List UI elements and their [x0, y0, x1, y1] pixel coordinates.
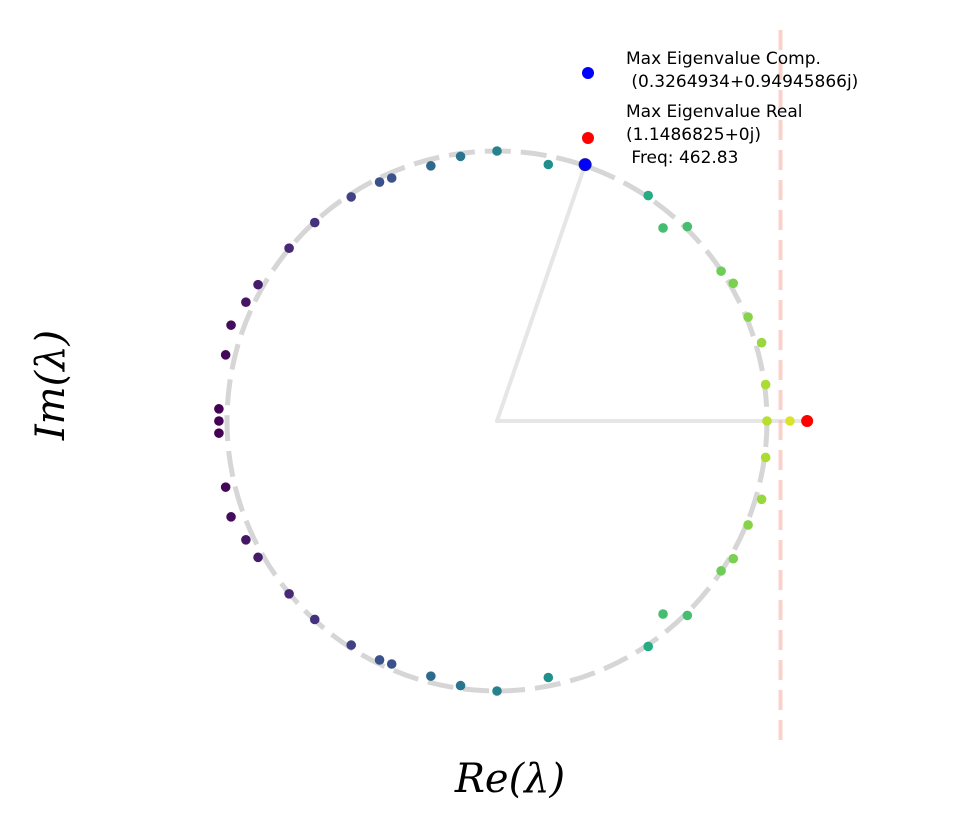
eigenvalue-point — [455, 680, 466, 691]
eigenvalue-point — [426, 161, 436, 171]
max-eigenvalue-complex-point — [578, 158, 592, 172]
legend: Max Eigenvalue Comp. (0.3264934+0.949458… — [582, 49, 858, 168]
eigenvalue-point — [643, 190, 653, 201]
eigenvalue-point — [426, 671, 436, 681]
eigenvalue-point — [543, 159, 554, 170]
eigenvalue-point — [284, 589, 294, 599]
eigenvalue-point — [346, 640, 357, 650]
eigenvalue-point — [762, 416, 772, 426]
max-complex-radius-line — [495, 162, 588, 423]
eigenvalue-point — [760, 452, 771, 463]
x-axis-label: Re(λ) — [454, 756, 565, 802]
eigenvalue-point — [241, 297, 251, 308]
eigenvalue-point — [728, 278, 739, 289]
eigenvalue-point — [658, 609, 668, 619]
legend-label-line: (0.3264934+0.94945866j) — [626, 72, 858, 92]
guide-lines-layer — [495, 30, 810, 740]
eigenvalue-point — [374, 655, 385, 665]
eigenvalue-points-layer — [214, 146, 814, 696]
legend-label-line: (1.1486825+0j) — [626, 125, 761, 145]
eigenvalue-point — [492, 686, 502, 696]
max-eigenvalue-real-point — [801, 415, 814, 427]
eigenvalue-point — [253, 279, 263, 290]
eigenvalue-point — [643, 641, 653, 652]
eigenvalue-point — [309, 614, 320, 625]
eigenvalue-point — [543, 672, 554, 683]
eigenvalue-point — [682, 221, 693, 232]
eigenvalue-point — [386, 173, 397, 183]
legend-label-line: Max Eigenvalue Real — [626, 102, 803, 122]
eigenvalue-point — [374, 177, 385, 187]
eigenvalue-point — [455, 151, 466, 162]
eigenvalue-point — [682, 610, 693, 621]
eigenvalue-point — [743, 312, 753, 322]
eigenvalue-point — [214, 404, 224, 414]
eigenvalue-point — [756, 494, 767, 505]
legend-marker — [582, 67, 594, 79]
eigenvalue-point — [241, 535, 251, 545]
eigenvalue-point — [226, 320, 236, 330]
eigenvalue-point — [309, 217, 320, 228]
eigenvalue-point — [756, 337, 767, 348]
eigenvalue-point — [716, 266, 726, 276]
eigenvalue-point — [214, 428, 224, 438]
eigenvalue-point — [214, 416, 224, 426]
eigenvalue-point — [226, 512, 236, 522]
eigenvalue-point — [716, 566, 726, 576]
eigenvalue-point — [728, 553, 739, 564]
eigenvalue-point — [492, 146, 502, 156]
eigenvalue-point — [785, 416, 795, 426]
eigenvalue-point — [658, 223, 668, 233]
legend-label-line: Max Eigenvalue Comp. — [626, 49, 821, 69]
legend-label-line: Freq: 462.83 — [626, 148, 738, 168]
eigenvalue-point — [253, 552, 263, 563]
legend-marker — [582, 132, 594, 144]
eigenvalue-point — [760, 379, 771, 390]
eigenvalue-point — [220, 482, 231, 492]
y-axis-label: Im(λ) — [28, 330, 74, 441]
eigenvalue-point — [386, 659, 397, 669]
eigenvalue-point — [220, 350, 231, 360]
eigenvalue-point — [743, 520, 753, 530]
eigenvalue-point — [346, 192, 357, 202]
eigenvalue-point — [284, 243, 294, 253]
